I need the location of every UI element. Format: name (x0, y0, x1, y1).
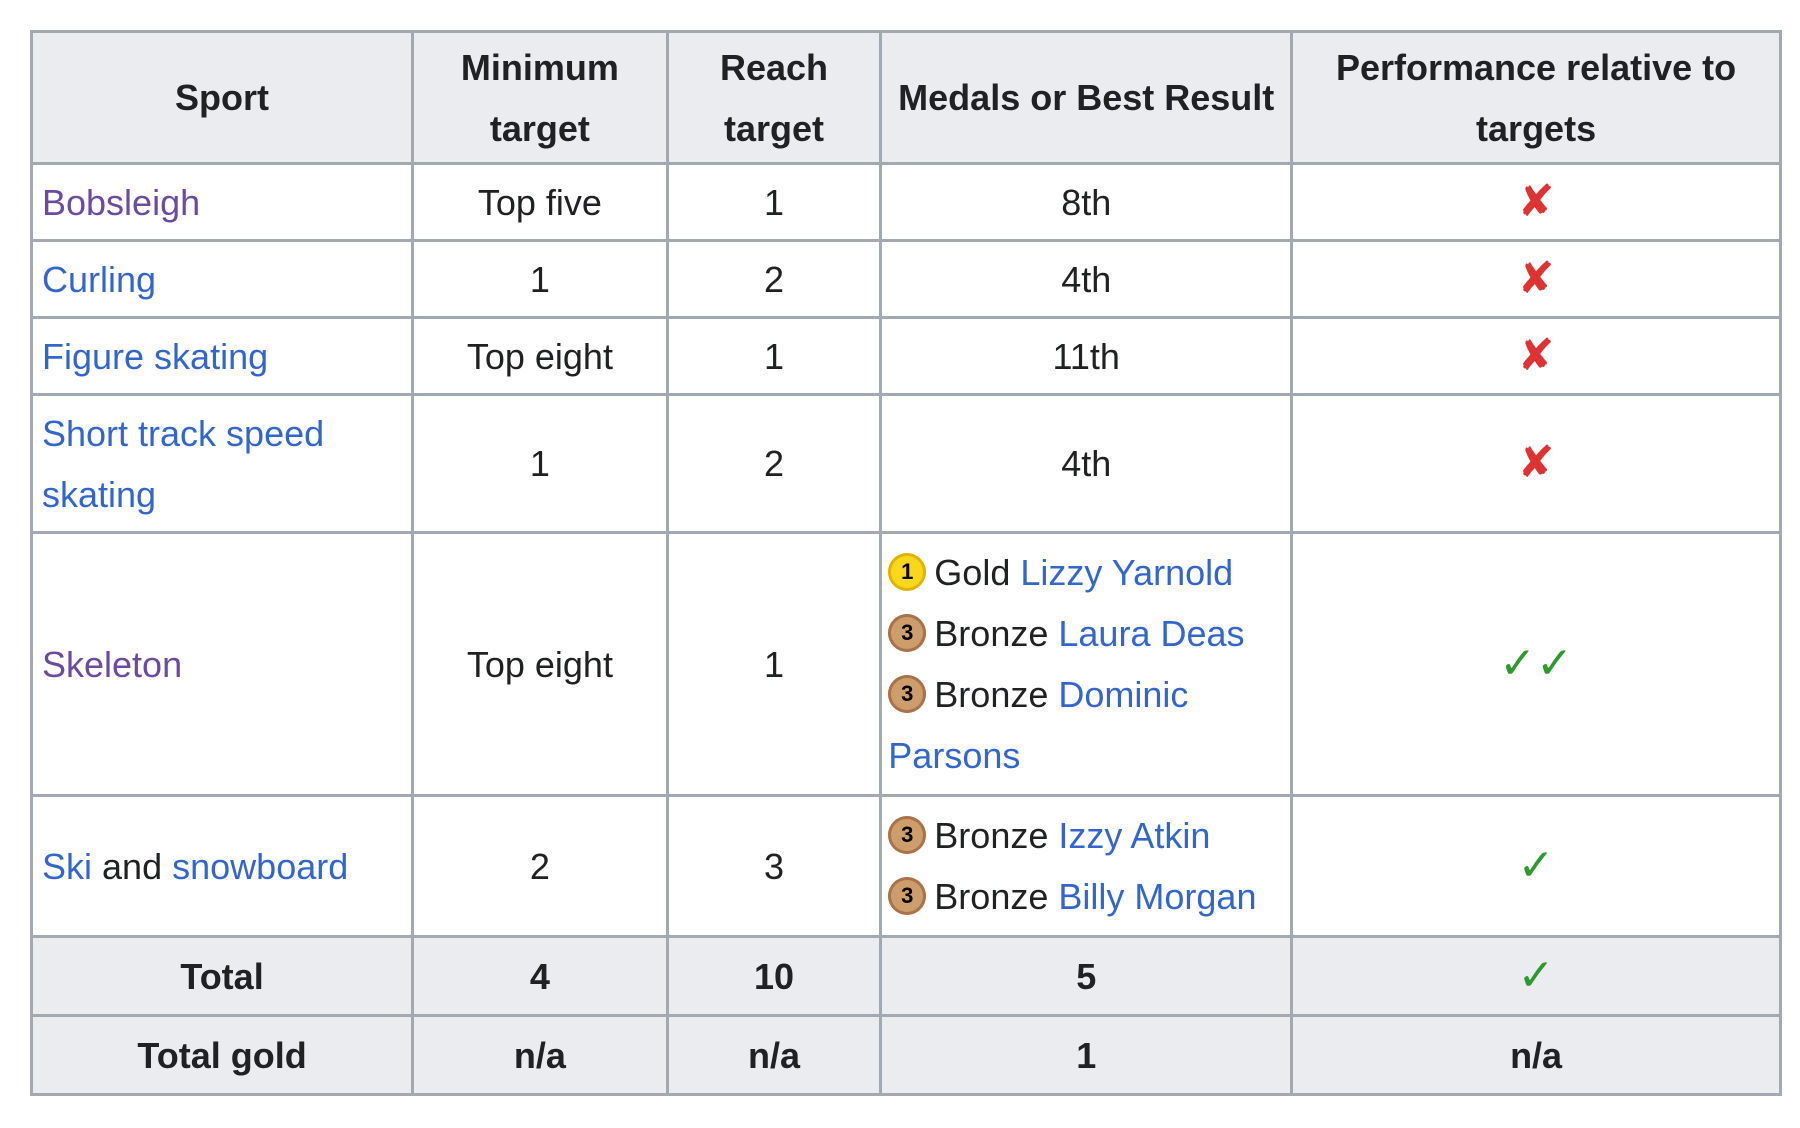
medal-type: Gold (934, 552, 1011, 593)
total-result: 5 (879, 935, 1294, 1017)
total-performance: ✓ (1290, 935, 1782, 1017)
reach-target-cell: 2 (665, 393, 883, 534)
header-reach-target: Reach target (665, 30, 883, 165)
reach-target-cell: 2 (665, 239, 883, 319)
table-row: Bobsleigh Top five 1 8th ✘ (29, 162, 1782, 242)
sport-cell: Skeleton (29, 531, 415, 797)
table-row: Short track speed skating 1 2 4th ✘ (29, 393, 1782, 534)
table-row: Curling 1 2 4th ✘ (29, 239, 1782, 319)
bronze-medal-icon: 3 (888, 816, 927, 855)
minimum-target-cell: Top eight (411, 316, 669, 396)
sport-targets-table: Sport Minimum target Reach target Medals… (29, 30, 1782, 1096)
reach-target-cell: 3 (665, 794, 883, 938)
gold-medal-icon: 1 (888, 553, 927, 592)
cross-icon: ✘ (1517, 175, 1555, 227)
sport-link-ski[interactable]: Ski (42, 845, 93, 887)
minimum-target-cell: Top five (411, 162, 669, 242)
performance-cell: ✓ (1290, 794, 1782, 938)
medal-type: Bronze (934, 613, 1049, 654)
result-cell: 4th (879, 239, 1294, 319)
table-row: Figure skating Top eight 1 11th ✘ (29, 316, 1782, 396)
total-label: Total (29, 935, 415, 1017)
sport-cell: Figure skating (29, 316, 415, 396)
header-performance: Performance relative to targets (1290, 30, 1782, 165)
sport-link-snowboard[interactable]: snowboard (172, 845, 349, 887)
medal-entry: 3 Bronze Billy Morgan (888, 866, 1284, 927)
sport-link-curling[interactable]: Curling (42, 258, 157, 300)
performance-cell: ✘ (1290, 393, 1782, 534)
sport-link-bobsleigh[interactable]: Bobsleigh (42, 181, 201, 223)
sport-cell: Curling (29, 239, 415, 319)
medal-entry: 3 Bronze Dominic Parsons (888, 664, 1284, 786)
minimum-target-cell: Top eight (411, 531, 669, 797)
medal-type: Bronze (934, 815, 1049, 856)
total-gold-row: Total gold n/a n/a 1 n/a (29, 1014, 1782, 1096)
table-row: Skeleton Top eight 1 1 Gold Lizzy Yarnold… (29, 531, 1782, 797)
cross-icon: ✘ (1517, 437, 1555, 488)
cross-icon: ✘ (1517, 329, 1555, 381)
header-row: Sport Minimum target Reach target Medals… (29, 30, 1782, 165)
athlete-link[interactable]: Izzy Atkin (1058, 815, 1211, 856)
result-cell: 4th (879, 393, 1294, 534)
performance-cell: ✘ (1290, 162, 1782, 242)
check-icon: ✓ (1517, 839, 1555, 891)
result-cell: 8th (879, 162, 1294, 242)
total-gold-label: Total gold (29, 1014, 415, 1096)
sport-link-skeleton[interactable]: Skeleton (42, 643, 183, 685)
header-minimum-target: Minimum target (411, 30, 669, 165)
reach-target-cell: 1 (665, 316, 883, 396)
total-gold-result: 1 (879, 1014, 1294, 1096)
minimum-target-cell: 1 (411, 239, 669, 319)
bronze-medal-icon: 3 (888, 614, 927, 653)
total-row: Total 4 10 5 ✓ (29, 935, 1782, 1017)
athlete-link[interactable]: Laura Deas (1058, 613, 1245, 654)
medals-cell: 1 Gold Lizzy Yarnold 3 Bronze Laura Deas 3… (879, 531, 1294, 797)
cross-icon: ✘ (1517, 252, 1555, 304)
sport-conjunction: and (102, 845, 163, 887)
performance-cell: ✘ (1290, 239, 1782, 319)
medal-entry: 3 Bronze Izzy Atkin (888, 805, 1284, 866)
header-medals: Medals or Best Result (879, 30, 1294, 165)
table-row: Ski and snowboard 2 3 3 Bronze Izzy Atkin… (29, 794, 1782, 938)
reach-target-cell: 1 (665, 162, 883, 242)
total-gold-reach: n/a (665, 1014, 883, 1096)
athlete-link[interactable]: Lizzy Yarnold (1020, 552, 1234, 593)
total-minimum: 4 (411, 935, 669, 1017)
sport-cell: Bobsleigh (29, 162, 415, 242)
sport-cell: Short track speed skating (29, 393, 415, 534)
sport-link-short-track[interactable]: Short track speed skating (42, 412, 325, 515)
header-sport: Sport (29, 30, 415, 165)
performance-cell: ✓✓ (1290, 531, 1782, 797)
sport-cell: Ski and snowboard (29, 794, 415, 938)
athlete-link[interactable]: Billy Morgan (1058, 876, 1257, 917)
medals-cell: 3 Bronze Izzy Atkin 3 Bronze Billy Morgan (879, 794, 1294, 938)
medal-type: Bronze (934, 876, 1049, 917)
total-gold-performance: n/a (1290, 1014, 1782, 1096)
result-cell: 11th (879, 316, 1294, 396)
performance-cell: ✘ (1290, 316, 1782, 396)
double-check-icon: ✓✓ (1499, 637, 1573, 689)
medal-entry: 1 Gold Lizzy Yarnold (888, 542, 1284, 603)
bronze-medal-icon: 3 (888, 877, 927, 916)
minimum-target-cell: 1 (411, 393, 669, 534)
bronze-medal-icon: 3 (888, 675, 927, 714)
total-gold-minimum: n/a (411, 1014, 669, 1096)
athlete-link[interactable]: Dominic Parsons (888, 674, 1189, 776)
medal-type: Bronze (934, 674, 1049, 715)
minimum-target-cell: 2 (411, 794, 669, 938)
sport-link-figure-skating[interactable]: Figure skating (42, 335, 269, 377)
total-reach: 10 (665, 935, 883, 1017)
check-icon: ✓ (1517, 949, 1555, 1001)
medal-entry: 3 Bronze Laura Deas (888, 603, 1284, 664)
reach-target-cell: 1 (665, 531, 883, 797)
